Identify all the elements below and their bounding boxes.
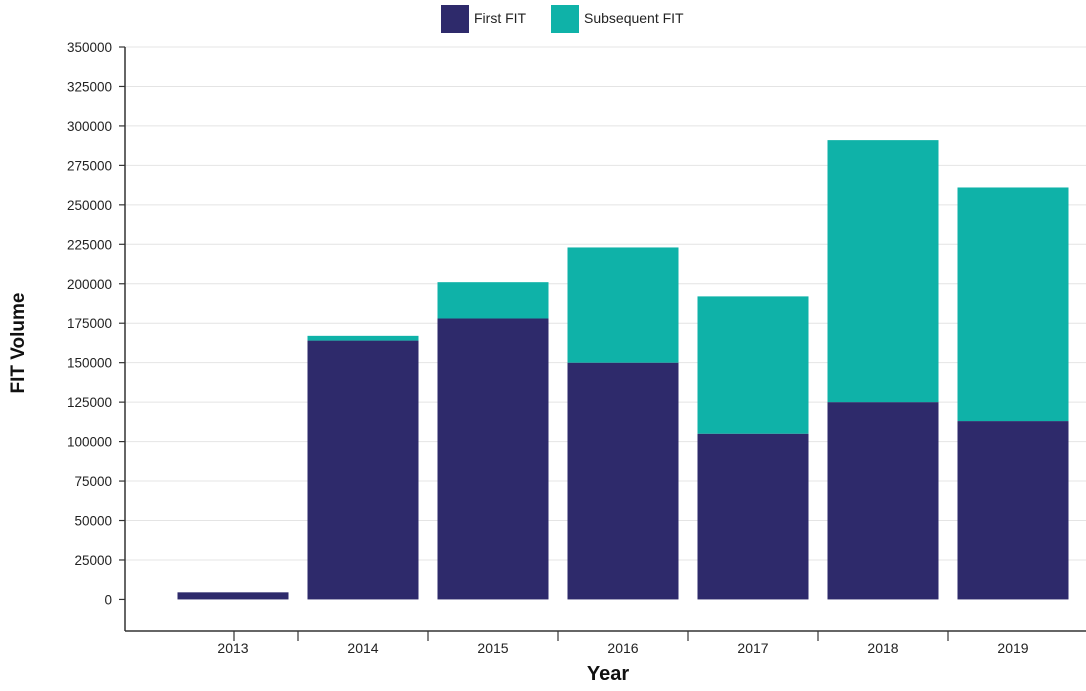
y-axis-title: FIT Volume [8,293,29,394]
bar-2013-first-fit [177,592,289,600]
x-tick-label: 2016 [607,640,638,656]
legend-label: Subsequent FIT [584,10,684,26]
legend-swatch-subsequent-fit [551,5,579,33]
y-tick-label: 275000 [67,158,112,173]
y-tick-label: 175000 [67,316,112,331]
y-tick-label: 25000 [74,553,112,568]
x-tick-label: 2017 [737,640,768,656]
x-tick-label: 2014 [347,640,378,656]
x-tick-label: 2015 [477,640,508,656]
bar-2017-subsequent-fit [697,296,809,434]
x-axis-title: Year [587,663,629,685]
x-tick-label: 2013 [217,640,248,656]
bars [177,140,1069,600]
x-tick-label: 2019 [997,640,1028,656]
bar-2019-subsequent-fit [957,187,1069,422]
bar-2018-subsequent-fit [827,140,939,403]
axes: 0 25000 50000 75000 100000 125000 150000 175000… [67,40,1086,656]
bar-2019-first-fit [957,421,1069,600]
bar-2018-first-fit [827,402,939,600]
y-tick-label: 50000 [74,514,112,529]
bar-2017-first-fit [697,433,809,600]
y-tick-label: 0 [104,592,112,607]
y-tick-label: 250000 [67,198,112,213]
y-tick-label: 350000 [67,40,112,55]
x-tick-label: 2018 [867,640,898,656]
legend: First FIT Subsequent FIT [441,5,684,33]
y-tick-label: 325000 [67,79,112,94]
y-tick-label: 100000 [67,435,112,450]
y-tick-label: 300000 [67,119,112,134]
bar-2014-first-fit [307,340,419,600]
legend-label: First FIT [474,10,527,26]
legend-swatch-first-fit [441,5,469,33]
bar-2016-subsequent-fit [567,247,679,363]
bar-2016-first-fit [567,362,679,600]
bar-2014-subsequent-fit [307,335,419,341]
y-tick-label: 200000 [67,277,112,292]
bar-2015-first-fit [437,318,549,600]
y-tick-label: 225000 [67,237,112,252]
bar-2015-subsequent-fit [437,282,549,319]
y-tick-label: 150000 [67,356,112,371]
y-tick-label: 125000 [67,395,112,410]
y-tick-label: 75000 [74,474,112,489]
